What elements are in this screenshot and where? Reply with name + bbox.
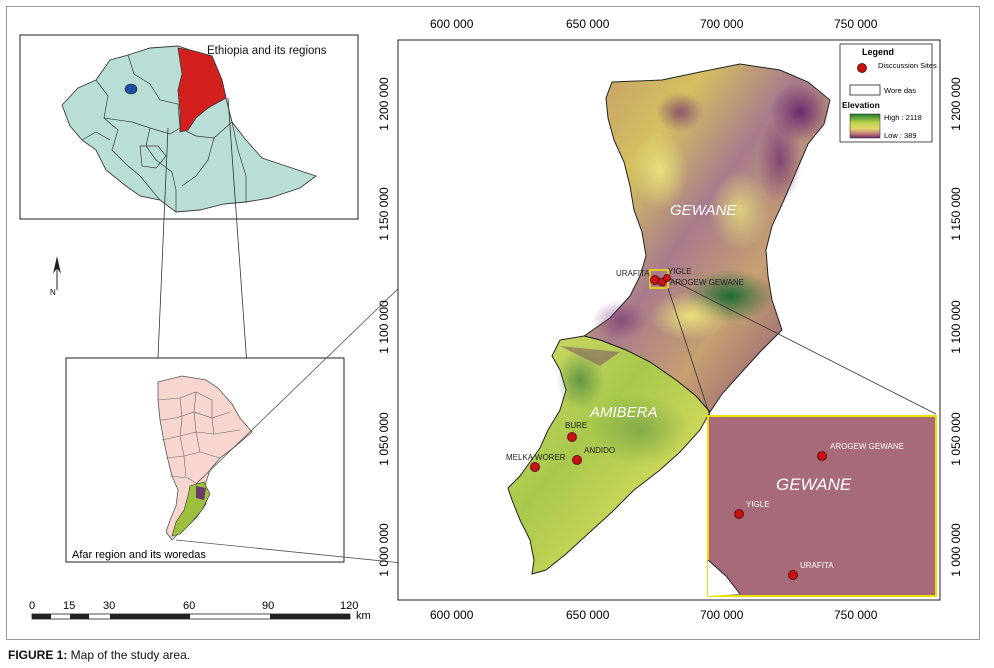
x-tick-top-700000: 700 000 xyxy=(700,17,744,31)
lake-tana-icon xyxy=(124,83,138,95)
amibera-green-1 xyxy=(556,350,604,410)
zoom-inset-border-line xyxy=(707,559,741,595)
zoom-site-urafita-label: URAFITA xyxy=(800,561,834,570)
gewane-purple-3 xyxy=(758,116,802,204)
zoom-site-yigle-label: YIGLE xyxy=(746,500,770,509)
y-tick-left-1100000: 1 100 000 xyxy=(377,300,391,354)
y-tick-left-1150000: 1 150 000 xyxy=(377,187,391,241)
scale-tick-0: 0 xyxy=(29,600,35,612)
zoom-inset-outside xyxy=(708,560,740,596)
site-bure-label: BURE xyxy=(565,421,587,430)
y-tick-right-1000000: 1 000 000 xyxy=(949,523,963,577)
ethiopia-inset: Ethiopia and its regions xyxy=(19,34,359,220)
scale-tick-90: 90 xyxy=(262,600,274,612)
legend-discussion-label: Disccussion Sites xyxy=(878,61,937,70)
north-arrow-icon: N xyxy=(50,256,61,297)
y-tick-right-1150000: 1 150 000 xyxy=(949,187,963,241)
gewane-yellow-3 xyxy=(650,292,730,340)
figure-frame xyxy=(6,6,980,640)
scale-bar: 0 15 30 60 90 120 km xyxy=(29,600,371,622)
afar-region-map xyxy=(157,375,253,541)
gewane-yellow-2 xyxy=(710,170,770,250)
x-tick-top-650000: 650 000 xyxy=(566,17,610,31)
afar-woreda-borders xyxy=(157,391,241,489)
gewane-yellow-1 xyxy=(632,130,688,210)
y-tick-left-1000000: 1 000 000 xyxy=(377,523,391,577)
site-bure xyxy=(567,432,577,442)
afar-region-highlight xyxy=(177,47,227,133)
afar-inset: Afar region and its woredas xyxy=(65,357,345,563)
north-letter: N xyxy=(50,288,56,297)
caption-text: Map of the study area. xyxy=(67,648,191,662)
afar-inset-title: Afar region and its woredas xyxy=(72,549,206,561)
gewane-purple-4 xyxy=(592,300,648,340)
ethiopia-inset-title: Ethiopia and its regions xyxy=(207,45,327,57)
site-melka-worer-label: MELKA WORER xyxy=(506,453,566,462)
main-map: GEWANE AROGEW GEWANE YIGLE URAFITA GEWAN… xyxy=(377,17,963,622)
figure-caption: FIGURE 1: Map of the study area. xyxy=(8,648,190,662)
scale-unit: km xyxy=(356,610,371,622)
y-tick-right-1100000: 1 100 000 xyxy=(949,300,963,354)
site-melka-worer xyxy=(530,462,540,472)
gewane-purple-2 xyxy=(656,92,704,132)
site-yigle-label: YIGLE xyxy=(668,267,692,276)
scale-tick-120: 120 xyxy=(340,600,358,612)
legend: Legend Disccussion Sites Wore das Elevat… xyxy=(839,43,937,143)
legend-low-label: Low : 389 xyxy=(884,131,917,140)
x-tick-bottom-750000: 750 000 xyxy=(834,608,878,622)
x-tick-top-600000: 600 000 xyxy=(430,17,474,31)
ethiopia-region-borders xyxy=(81,54,247,212)
y-tick-left-1200000: 1 200 000 xyxy=(377,77,391,131)
zoom-site-yigle xyxy=(734,509,744,519)
site-urafita-label: URAFITA xyxy=(616,269,650,278)
caption-label: FIGURE 1: xyxy=(8,648,68,662)
zoom-site-arogew xyxy=(817,451,827,461)
zoom-site-urafita xyxy=(788,570,798,580)
x-tick-bottom-700000: 700 000 xyxy=(700,608,744,622)
y-tick-right-1050000: 1 050 000 xyxy=(949,412,963,466)
zoom-region-label: GEWANE xyxy=(776,475,852,494)
legend-elevation-ramp xyxy=(849,113,881,139)
site-andido xyxy=(572,455,582,465)
legend-title: Legend xyxy=(862,47,894,57)
zoom-connector-2 xyxy=(667,277,937,415)
y-tick-left-1050000: 1 050 000 xyxy=(377,412,391,466)
legend-high-label: High : 2118 xyxy=(884,113,922,122)
amibera-label: AMIBERA xyxy=(589,404,658,421)
zoom-connector-1 xyxy=(667,287,711,417)
legend-site-icon xyxy=(857,63,867,73)
legend-elevation-label: Elevation xyxy=(842,100,880,110)
legend-woredas-label: Wore das xyxy=(884,86,916,95)
amibera-green-2 xyxy=(590,394,690,466)
zoom-site-arogew-label: AROGEW GEWANE xyxy=(830,442,904,451)
gewane-label: GEWANE xyxy=(670,202,737,219)
x-tick-bottom-600000: 600 000 xyxy=(430,608,474,622)
amibera-purple-edge xyxy=(560,346,620,366)
site-arogew xyxy=(663,274,671,282)
x-tick-top-750000: 750 000 xyxy=(834,17,878,31)
y-tick-right-1200000: 1 200 000 xyxy=(949,77,963,131)
scale-tick-60: 60 xyxy=(183,600,195,612)
scale-tick-30: 30 xyxy=(103,600,115,612)
site-andido-label: ANDIDO xyxy=(584,446,615,455)
legend-woreda-icon xyxy=(849,84,881,96)
x-tick-bottom-650000: 650 000 xyxy=(566,608,610,622)
scale-tick-15: 15 xyxy=(63,600,75,612)
afar-study-area-purple xyxy=(196,486,206,500)
zoom-inset xyxy=(707,415,937,597)
site-arogew-label: AROGEW GEWANE xyxy=(670,278,744,287)
